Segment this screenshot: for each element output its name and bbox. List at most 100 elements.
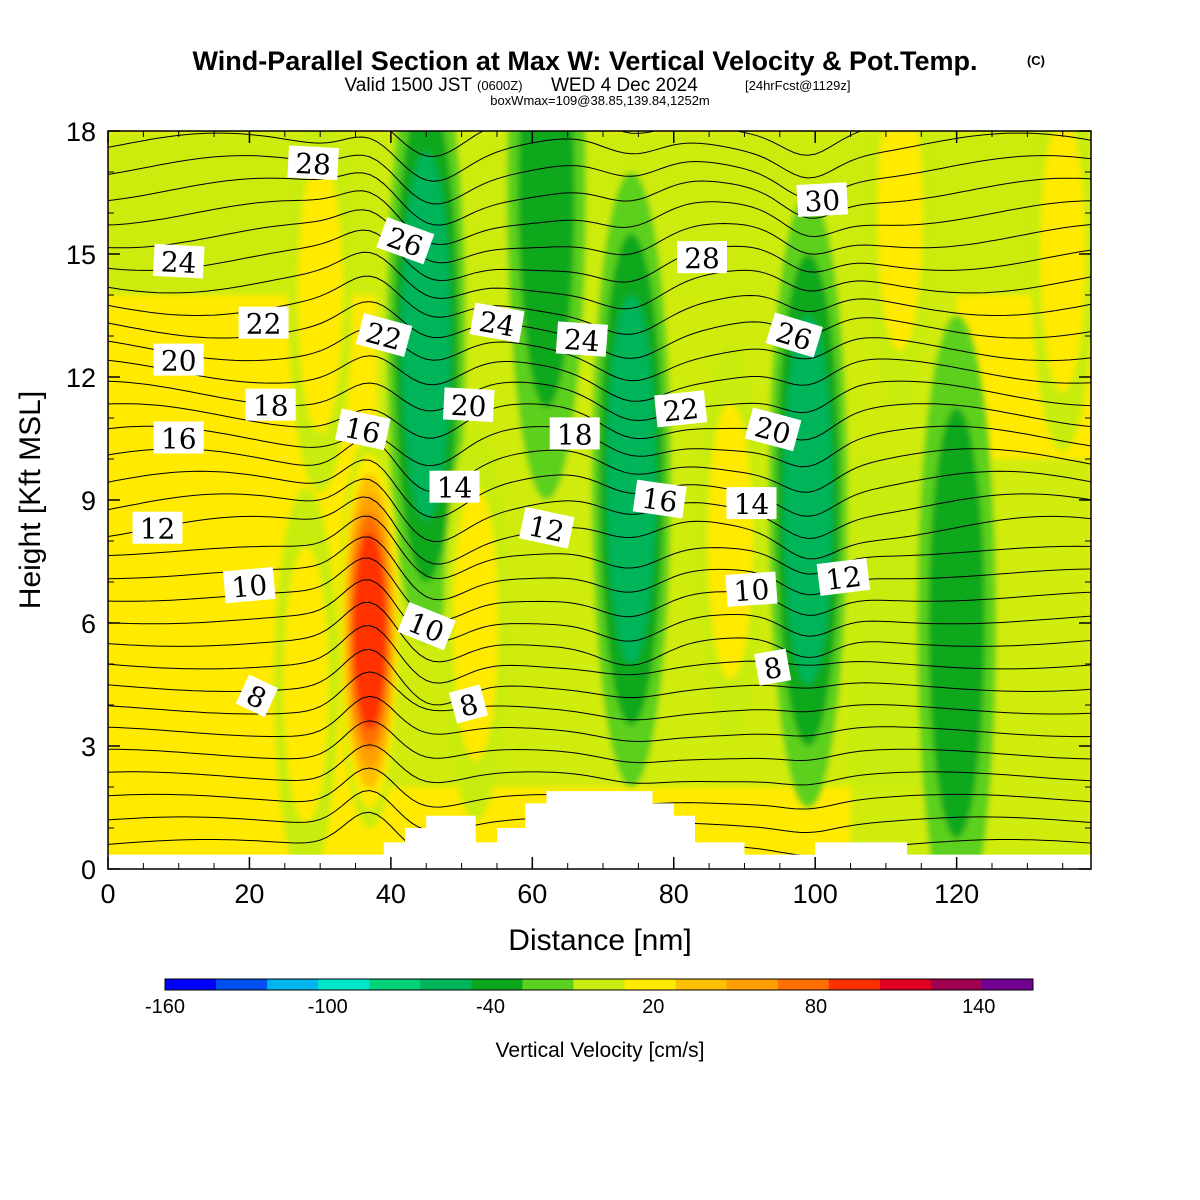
isentrope-line-25 <box>108 251 1091 310</box>
isentrope-label-box-1 <box>376 217 435 265</box>
isentrope-line-21 <box>108 355 1091 402</box>
isentrope-label-text-22: 12 <box>526 509 568 549</box>
isentrope-label-text-3: 22 <box>246 308 282 341</box>
isentrope-label-22: 12 <box>518 506 575 549</box>
isentrope-label-text-10: 20 <box>161 345 197 378</box>
isentrope-label-text-7: 28 <box>684 242 720 275</box>
isentrope-label-text-2: 24 <box>160 245 197 280</box>
isentrope-line-22 <box>108 327 1091 382</box>
colorbar-swatch-13 <box>828 979 881 990</box>
isentrope-line-30 <box>108 154 1091 205</box>
x-tick-label-0: 0 <box>100 879 115 909</box>
colorbar-swatch-5 <box>420 979 472 990</box>
y-tick-label-2: 6 <box>81 609 96 639</box>
isentrope-label-6: 24 <box>555 321 608 358</box>
isentrope-label-box-29 <box>754 648 792 686</box>
isentrope-label-24: 10 <box>223 566 276 605</box>
isentrope-label-box-9 <box>765 312 823 358</box>
isentrope-label-box-13 <box>335 408 391 451</box>
isentrope-line-26 <box>108 229 1091 283</box>
colorbar-swatch-4 <box>369 979 421 990</box>
isentrope-label-box-8 <box>796 182 849 217</box>
isentrope-label-text-13: 16 <box>342 411 384 451</box>
isentrope-line-8 <box>108 624 1091 684</box>
x-tick-label-3: 60 <box>517 879 547 909</box>
velocity-cell-5-band-5 <box>353 532 387 730</box>
chart-header: Wind-Parallel Section at Max W: Vertical… <box>193 46 1046 108</box>
colorbar-tick-label-0: -160 <box>145 996 185 1018</box>
isentrope-line-29 <box>108 172 1091 226</box>
isentrope-label-box-4 <box>355 313 413 357</box>
isentrope-label-14: 20 <box>442 387 495 424</box>
colorbar-swatch-16 <box>981 979 1034 990</box>
isentrope-label-box-26 <box>725 571 778 607</box>
isentrope-label-box-25 <box>397 601 456 651</box>
isentrope-label-27: 8 <box>235 674 279 718</box>
isentrope-label-text-0: 28 <box>294 147 331 182</box>
colorbar-swatch-7 <box>522 979 574 990</box>
colorbar-swatch-1 <box>216 979 268 990</box>
isentrope-line-28 <box>108 190 1091 246</box>
isentrope-label-text-24: 10 <box>230 569 268 605</box>
valid-utc: (0600Z) <box>477 78 523 93</box>
isentrope-label-text-6: 24 <box>563 323 601 358</box>
colorbar-tick-label-1: -100 <box>308 996 348 1018</box>
x-tick-label-2: 40 <box>376 879 406 909</box>
isentrope-label-19: 16 <box>632 479 687 520</box>
isentrope-label-23: 12 <box>816 557 871 597</box>
colorbar-tick-label-4: 80 <box>805 996 827 1018</box>
isentrope-label-box-6 <box>555 321 608 357</box>
isentrope-label-text-12: 16 <box>161 423 197 456</box>
colorbar-swatch-11 <box>726 979 779 990</box>
y-tick-label-4: 12 <box>66 363 96 393</box>
x-tick-label-4: 80 <box>659 879 689 909</box>
colorbar-swatch-0 <box>165 979 217 990</box>
isentrope-line-16 <box>108 459 1091 519</box>
chart-title: Wind-Parallel Section at Max W: Vertical… <box>193 46 978 76</box>
colorbar-swatch-2 <box>267 979 319 990</box>
axes: 0 20 40 60 80 100 120 0 3 6 9 12 15 18 <box>66 117 1091 909</box>
isentrope-label-2: 24 <box>152 243 205 280</box>
x-tick-label-1: 20 <box>234 879 264 909</box>
isentrope-label-text-23: 12 <box>824 560 863 597</box>
isentrope-label-text-21: 12 <box>140 513 176 546</box>
box-info: boxWmax=109@38.85,139.84,1252m <box>490 93 710 108</box>
isentrope-line-6 <box>108 671 1091 721</box>
isentrope-label-box-15 <box>549 417 600 450</box>
colorbar-swatch-6 <box>471 979 523 990</box>
isentrope-label-text-19: 16 <box>640 482 680 520</box>
isentrope-label-text-15: 18 <box>557 418 593 451</box>
isentrope-label-box-17 <box>744 407 802 452</box>
isentrope-label-box-22 <box>518 506 575 549</box>
colorbar-swatch-15 <box>930 979 983 990</box>
isentrope-line-17 <box>108 438 1091 493</box>
isentrope-label-box-10 <box>153 343 204 376</box>
isentrope-label-26: 10 <box>725 571 778 608</box>
isentrope-line-9 <box>108 601 1091 666</box>
forecast-info: [24hrFcst@1129z] <box>745 78 850 93</box>
isentrope-line-4 <box>108 720 1091 764</box>
isentrope-line-15 <box>108 478 1091 543</box>
isentrope-label-text-20: 14 <box>734 488 770 521</box>
isentrope-line-31 <box>108 132 1091 182</box>
valid-prefix: Valid 1500 JST <box>345 75 473 96</box>
x-axis-label: Distance [nm] <box>508 924 691 957</box>
isentrope-label-box-16 <box>654 390 708 428</box>
isentrope-label-text-16: 22 <box>661 392 700 429</box>
colorbar: -160 -100 -40 20 80 140 <box>145 978 1034 1018</box>
isentrope-label-box-11 <box>245 388 296 421</box>
y-axis-label: Height [Kft MSL] <box>14 391 47 609</box>
colorbar-swatch-8 <box>573 979 626 990</box>
velocity-cell-10-band-1 <box>1040 131 1086 392</box>
isentrope-label-box-28 <box>448 684 489 724</box>
colorbar-tick-label-5: 140 <box>962 996 995 1018</box>
isentrope-label-29: 8 <box>754 648 792 686</box>
velocity-cell-9-band-1 <box>877 131 923 351</box>
velocity-cell-8-band-1 <box>707 403 753 679</box>
isentrope-label-20: 14 <box>726 487 777 521</box>
colorbar-swatch-12 <box>777 979 830 990</box>
isentrope-line-14 <box>108 496 1091 565</box>
isentrope-label-box-0 <box>287 145 339 181</box>
